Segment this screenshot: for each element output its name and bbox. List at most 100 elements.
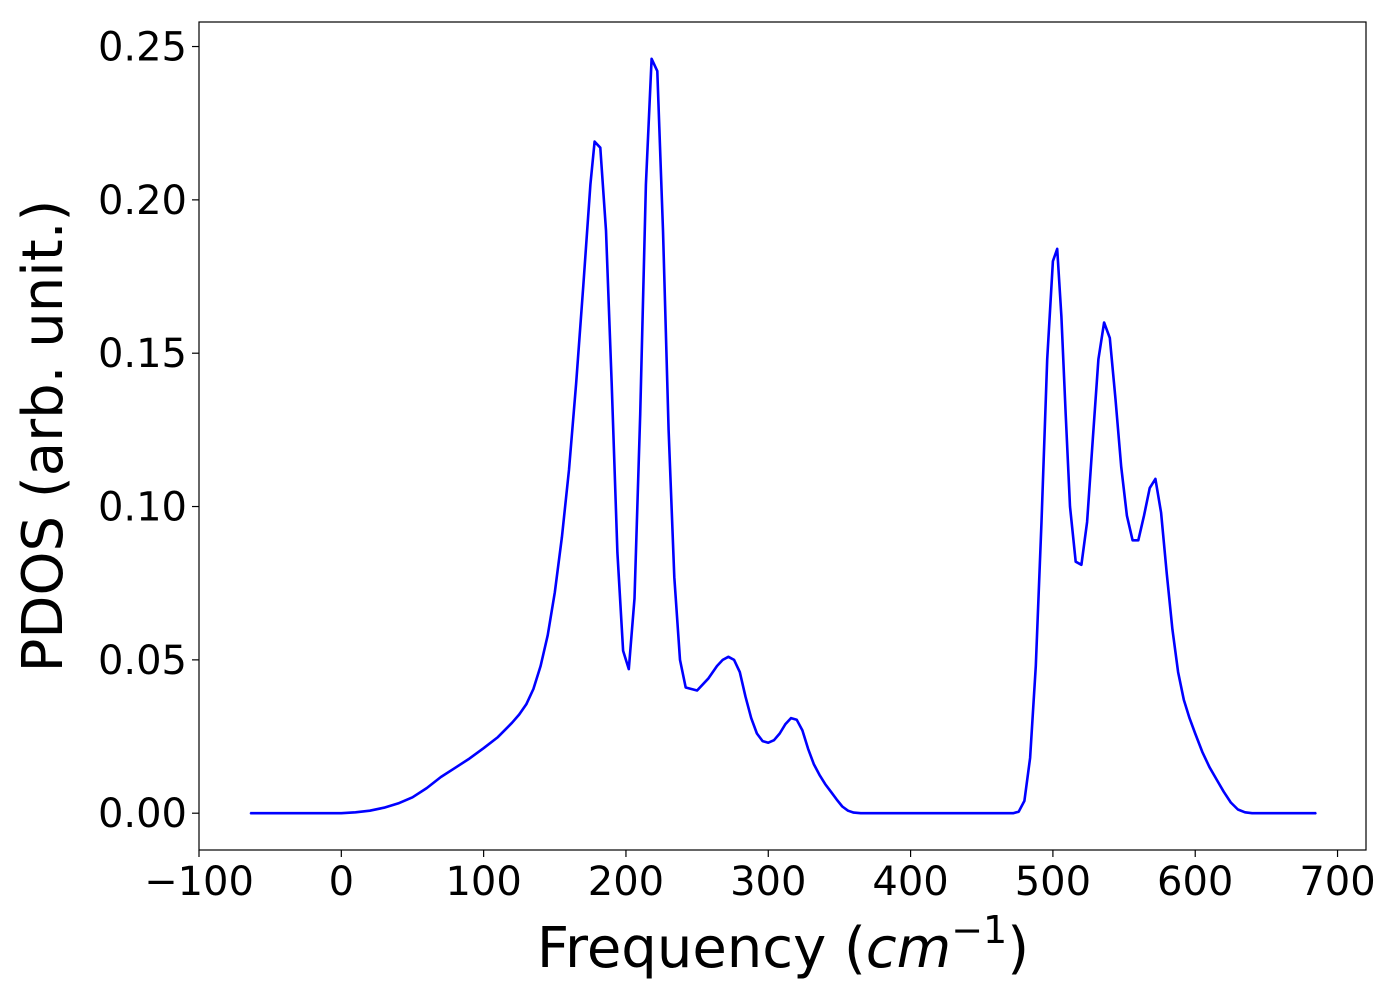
- pdos-data-point: [468, 758, 471, 760]
- x-axis-label: Frequency (cm−1): [537, 908, 1029, 981]
- pdos-data-point: [1109, 337, 1111, 339]
- pdos-data-point: [1201, 751, 1203, 753]
- pdos-data-point: [1237, 808, 1239, 811]
- pdos-data-point: [830, 791, 832, 793]
- pdos-data-point: [454, 767, 456, 769]
- pdos-data-point: [1177, 671, 1179, 673]
- pdos-data-point: [1171, 628, 1174, 630]
- x-tick-label: 400: [872, 859, 948, 905]
- pdos-data-point: [1208, 766, 1211, 768]
- pdos-data-point: [1029, 757, 1031, 759]
- pdos-data-point: [981, 812, 983, 814]
- pdos-data-point: [354, 811, 357, 813]
- pdos-data-point: [1065, 413, 1067, 416]
- y-tick-label: 0.05: [98, 638, 187, 684]
- pdos-data-point: [727, 656, 730, 658]
- pdos-data-point: [662, 229, 664, 232]
- pdos-data-point: [1143, 515, 1145, 517]
- x-tick-label: 700: [1299, 859, 1375, 905]
- pdos-data-point: [249, 812, 251, 814]
- pdos-data-point: [1075, 561, 1077, 563]
- pdos-data-point: [1035, 665, 1037, 667]
- pdos-data-point: [1018, 811, 1020, 813]
- pdos-data-point: [696, 689, 698, 692]
- x-tick-label: 500: [1015, 859, 1091, 905]
- pdos-data-point: [707, 677, 710, 679]
- pdos-data-point: [1040, 521, 1043, 523]
- pdos-data-point: [1132, 539, 1134, 541]
- pdos-data-point: [722, 659, 724, 661]
- x-axis-label-text: Frequency: [537, 916, 826, 981]
- pdos-data-point: [784, 723, 786, 725]
- pdos-data-point: [1086, 521, 1088, 523]
- pdos-data-point: [824, 783, 826, 785]
- pdos-data-point: [639, 413, 641, 416]
- pdos-data-point: [673, 576, 675, 578]
- pdos-data-point: [1166, 573, 1168, 575]
- pdos-data-point: [575, 383, 577, 385]
- pdos-data-point: [283, 812, 285, 814]
- y-tick-label: 0.25: [98, 25, 187, 71]
- y-tick-label: 0.20: [98, 178, 187, 224]
- pdos-data-point: [867, 812, 869, 814]
- pdos-data-point: [568, 469, 570, 471]
- pdos-data-point: [650, 58, 653, 60]
- pdos-data-point: [733, 659, 735, 661]
- pdos-data-point: [525, 703, 527, 705]
- pdos-data-point: [1114, 398, 1117, 400]
- pdos-data-point: [813, 763, 815, 765]
- pdos-data-point: [668, 429, 670, 431]
- x-tick-label: 600: [1157, 859, 1233, 905]
- pdos-data-point: [599, 147, 601, 149]
- pdos-data-point: [1092, 438, 1094, 440]
- pdos-data-point: [1251, 812, 1253, 814]
- pdos-data-point: [1069, 505, 1071, 508]
- pdos-data-point: [835, 798, 838, 801]
- pdos-series-line: [250, 57, 1317, 815]
- pdos-data-point: [554, 591, 556, 594]
- pdos-data-point: [1023, 800, 1026, 802]
- y-tick-label: 0.00: [98, 791, 187, 837]
- x-axis-unit: cm: [866, 916, 951, 981]
- pdos-data-point: [582, 285, 584, 287]
- pdos-data-point: [497, 736, 499, 738]
- pdos-data-point: [312, 812, 314, 814]
- pdos-data-point: [628, 668, 630, 670]
- x-axis-label-close: ): [1007, 916, 1029, 981]
- pdos-data-point: [773, 739, 775, 741]
- pdos-data-point: [1154, 478, 1156, 480]
- pdos-data-point: [611, 383, 613, 385]
- pdos-data-point: [1056, 248, 1058, 250]
- pdos-data-point: [411, 796, 414, 798]
- pdos-data-point: [1060, 315, 1063, 317]
- pdos-data-point: [397, 802, 399, 804]
- pdos-data-point: [605, 229, 607, 232]
- pdos-data-point: [818, 774, 821, 776]
- pdos-data-point: [860, 812, 862, 814]
- pdos-data-point: [807, 748, 809, 750]
- pdos-data-point: [1244, 811, 1246, 813]
- y-axis-ticks: 0.00 0.05 0.10 0.15 0.20 0.25: [98, 25, 199, 837]
- pdos-data-point: [1149, 487, 1151, 489]
- pdos-data-point: [1315, 812, 1317, 814]
- pdos-data-point: [796, 719, 798, 721]
- pdos-data-point: [340, 812, 342, 814]
- pdos-data-point: [1215, 778, 1218, 781]
- pdos-data-point: [685, 686, 687, 689]
- pdos-data-point: [801, 729, 804, 732]
- pdos-data-point: [1052, 260, 1054, 262]
- pdos-data-point: [511, 722, 513, 724]
- x-tick-label: −100: [144, 859, 254, 905]
- pdos-data-point: [779, 732, 781, 735]
- pdos-data-point: [440, 776, 442, 778]
- y-tick-label: 0.15: [98, 331, 187, 377]
- x-axis-ticks: −100 0 100 200 300 400 500 600 700: [144, 850, 1376, 905]
- pdos-data-point: [1080, 564, 1082, 566]
- pdos-data-point: [756, 732, 758, 735]
- pdos-data-point: [847, 810, 849, 812]
- plot-frame: [198, 21, 1367, 851]
- pdos-data-point: [1194, 732, 1196, 735]
- pdos-data-point: [744, 696, 747, 698]
- pdos-data-point: [656, 70, 658, 72]
